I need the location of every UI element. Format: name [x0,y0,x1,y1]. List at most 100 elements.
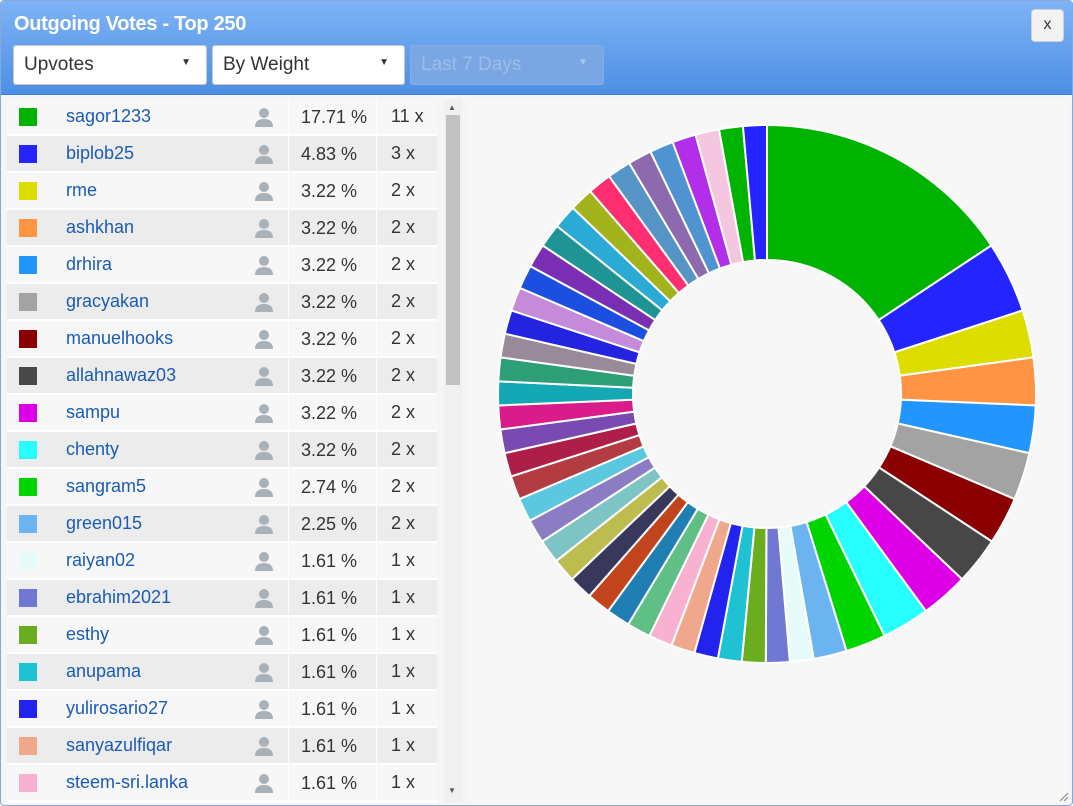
voter-name-link[interactable]: sagor1233 [66,106,152,126]
legend-swatch [19,700,37,718]
user-profile-icon[interactable] [253,291,275,313]
user-profile-icon[interactable] [253,328,275,350]
voter-name-link[interactable]: yulirosario27 [66,698,169,718]
legend-swatch [19,552,37,570]
vote-percent: 3.22 % [288,432,377,468]
legend-swatch [19,367,37,385]
legend-swatch [19,256,37,274]
voter-row: raiyan02 1.61 % 1 x [7,543,437,579]
voter-row: gracyakan 3.22 % 2 x [7,284,437,320]
vote-percent: 1.61 % [288,543,377,579]
caret-down-icon: ▼ [578,57,588,68]
period-value: Last 7 Days [421,54,522,75]
vote-percent: 1.61 % [288,728,377,764]
resize-grip-icon[interactable] [1059,792,1069,802]
vote-count: 2 x [391,254,416,274]
period-select: Last 7 Days ▼ [410,45,604,85]
vote-count: 2 x [391,513,416,533]
voter-name-link[interactable]: raiyan02 [66,550,136,570]
vote-count: 11 x [391,106,424,126]
voter-name-link[interactable]: allahnawaz03 [66,365,177,385]
vote-percent: 3.22 % [288,284,377,320]
donut-slice[interactable] [766,123,993,322]
dialog-titlebar: Outgoing Votes - Top 250 x Upvotes ▼ By … [1,1,1072,95]
vote-percent: 17.71 % [288,99,377,135]
donut-slice[interactable] [741,123,768,262]
legend-swatch [19,108,37,126]
caret-down-icon: ▼ [379,57,389,68]
voter-name-link[interactable]: green015 [66,513,143,533]
voter-name-link[interactable]: sanyazulfiqar [66,735,173,755]
vote-count: 2 x [391,291,416,311]
voter-row: ashkhan 3.22 % 2 x [7,210,437,246]
legend-swatch [19,663,37,681]
caret-down-icon: ▼ [181,57,191,68]
user-profile-icon[interactable] [253,587,275,609]
scrollbar-thumb[interactable] [446,115,460,385]
vote-count: 2 x [391,365,416,385]
user-profile-icon[interactable] [253,772,275,794]
user-profile-icon[interactable] [253,365,275,387]
sort-select[interactable]: By Weight ▼ [212,45,405,85]
legend-swatch [19,145,37,163]
voter-row: allahnawaz03 3.22 % 2 x [7,358,437,394]
voter-row: drhira 3.22 % 2 x [7,247,437,283]
user-profile-icon[interactable] [253,476,275,498]
voter-name-link[interactable]: steem-sri.lanka [66,772,189,792]
voter-name-link[interactable]: biplob25 [66,143,135,163]
voter-name-link[interactable]: sampu [66,402,121,422]
user-profile-icon[interactable] [253,439,275,461]
vote-percent: 3.22 % [288,173,377,209]
vote-percent: 3.22 % [288,247,377,283]
vote-count: 2 x [391,439,416,459]
voter-name-link[interactable]: ebrahim2021 [66,587,172,607]
voter-row: steem-sri.lanka 1.61 % 1 x [7,765,437,801]
voter-name-link[interactable]: anupama [66,661,142,681]
vote-count: 3 x [391,143,416,163]
scroll-down-icon[interactable]: ▼ [448,786,456,795]
user-profile-icon[interactable] [253,735,275,757]
voter-name-link[interactable]: sangram5 [66,476,147,496]
vote-percent: 4.83 % [288,136,377,172]
user-profile-icon[interactable] [253,254,275,276]
user-profile-icon[interactable] [253,550,275,572]
list-scrollbar[interactable]: ▲ ▼ [444,99,462,803]
voter-row: chenty 3.22 % 2 x [7,432,437,468]
vote-percent: 1.61 % [288,765,377,801]
legend-swatch [19,774,37,792]
voter-name-link[interactable]: esthy [66,624,110,644]
vote-percent: 3.22 % [288,210,377,246]
user-profile-icon[interactable] [253,217,275,239]
user-profile-icon[interactable] [253,106,275,128]
close-button[interactable]: x [1031,9,1064,42]
user-profile-icon[interactable] [253,143,275,165]
user-profile-icon[interactable] [253,661,275,683]
user-profile-icon[interactable] [253,180,275,202]
voter-row: manuelhooks 3.22 % 2 x [7,321,437,357]
voter-name-link[interactable]: ashkhan [66,217,135,237]
voter-name-link[interactable]: rme [66,180,97,200]
voter-row: biplob25 4.83 % 3 x [7,136,437,172]
user-profile-icon[interactable] [253,402,275,424]
voter-row: sagor1233 17.71 % 11 x [7,99,437,135]
legend-swatch [19,589,37,607]
user-profile-icon[interactable] [253,624,275,646]
legend-swatch [19,330,37,348]
user-profile-icon[interactable] [253,513,275,535]
voter-name-link[interactable]: chenty [66,439,120,459]
vote-count: 1 x [391,772,416,792]
voter-name-link[interactable]: gracyakan [66,291,150,311]
voter-name-link[interactable]: drhira [66,254,113,274]
voter-row: sanyazulfiqar 1.61 % 1 x [7,728,437,764]
legend-swatch [19,515,37,533]
user-profile-icon[interactable] [253,698,275,720]
vote-type-select[interactable]: Upvotes ▼ [13,45,207,85]
vote-percent: 1.61 % [288,654,377,690]
vote-percent: 3.22 % [288,321,377,357]
vote-count: 2 x [391,328,416,348]
scroll-up-icon[interactable]: ▲ [448,103,456,112]
voter-row: sangram5 2.74 % 2 x [7,469,437,505]
voter-name-link[interactable]: manuelhooks [66,328,174,348]
vote-count: 1 x [391,661,416,681]
